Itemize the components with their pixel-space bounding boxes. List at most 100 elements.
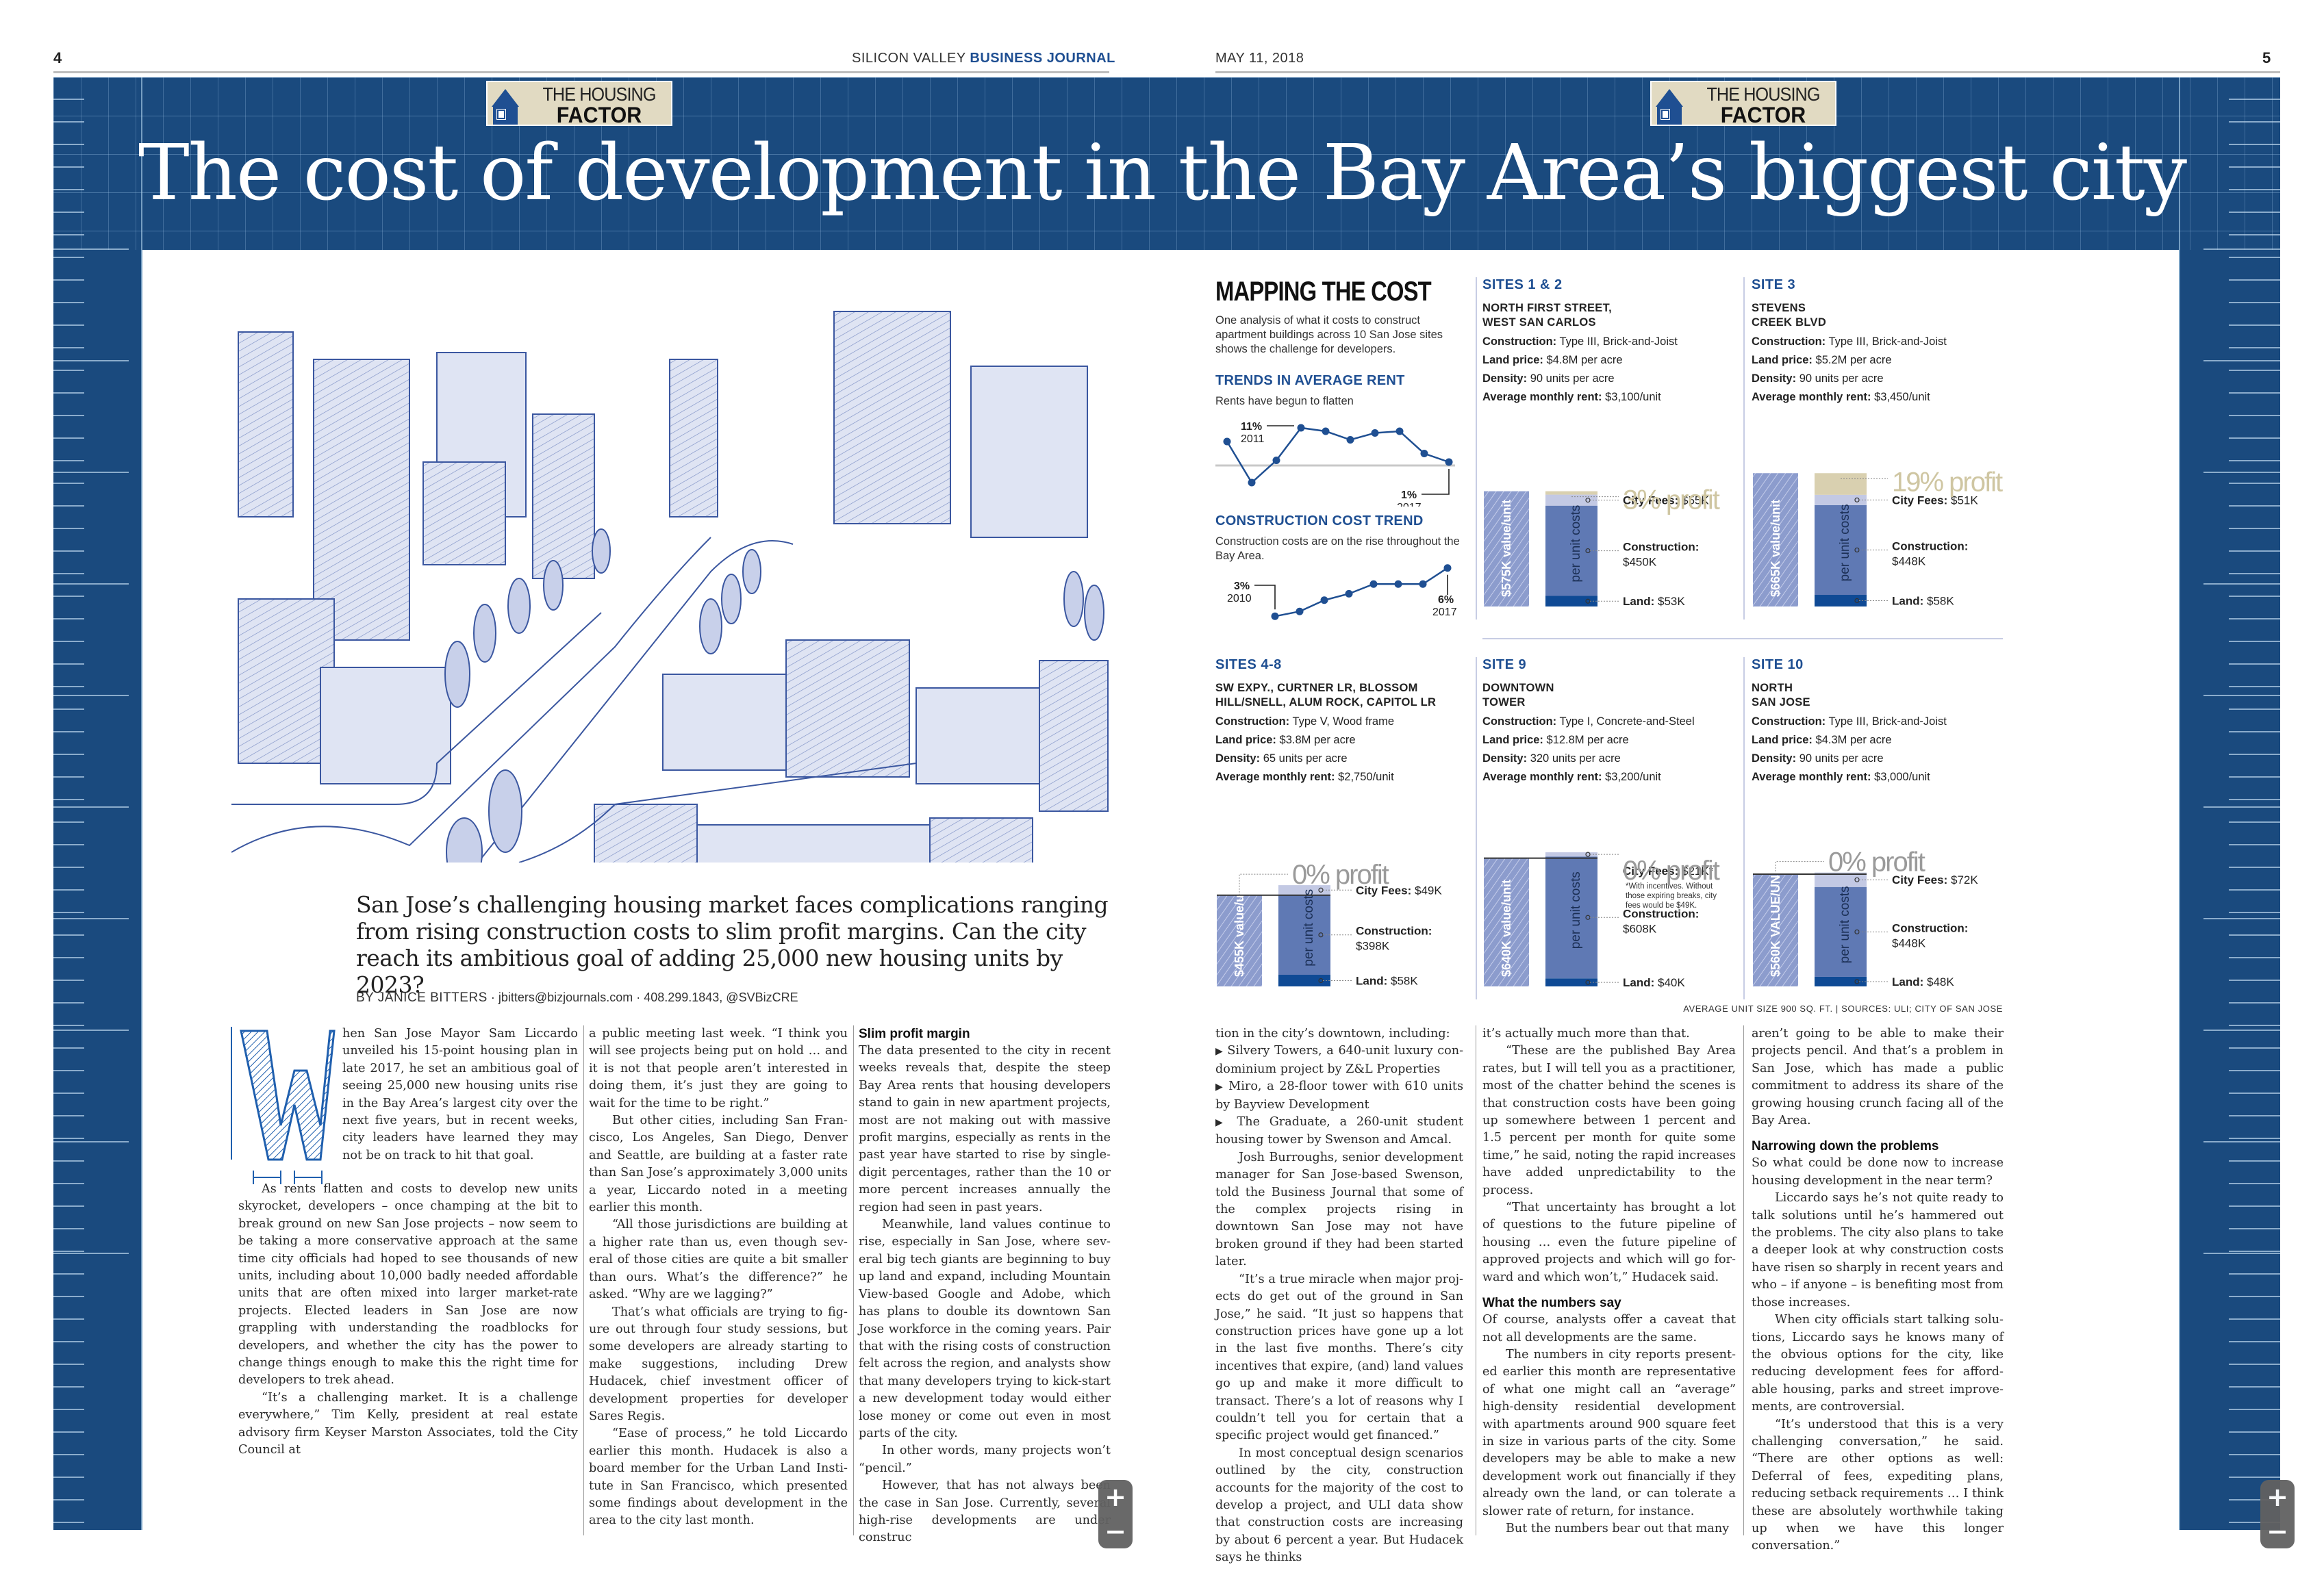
- land-cost-segment: [1815, 595, 1867, 606]
- land-label: Land: $58K: [1356, 975, 1418, 988]
- site-location-line: NORTH FIRST STREET,: [1482, 302, 1613, 314]
- paragraph: Josh Burroughs, senior development manag…: [1215, 1150, 1463, 1269]
- paragraph: In most conceptual design scenarios outl…: [1215, 1446, 1463, 1565]
- profit-leader: [1239, 873, 1288, 895]
- profit-label: 19% profit: [1892, 467, 2003, 497]
- trend-point: [1297, 424, 1305, 432]
- trend-line: [1274, 567, 1448, 617]
- site-location-line: WEST SAN CARLOS: [1482, 316, 1596, 329]
- trend-point: [1371, 429, 1379, 437]
- paragraph: The numbers in city reports present­ed e…: [1482, 1347, 1736, 1518]
- ruler-major-tick: [53, 248, 129, 250]
- site-density: Density: 320 units per acre: [1482, 752, 1621, 765]
- per-unit-costs-label: per unit costs: [1569, 871, 1583, 949]
- site-heading: SITE 3: [1752, 277, 1796, 292]
- trend-point: [1272, 457, 1280, 464]
- per-unit-costs-label: per unit costs: [1838, 886, 1852, 963]
- paragraph: However, that has not always been the ca…: [859, 1479, 1111, 1545]
- land-label: Land: $53K: [1623, 595, 1685, 608]
- site-rent: Average monthly rent: $3,100/unit: [1482, 391, 1661, 403]
- paragraph: As rents flatten and costs to develop ne…: [238, 1182, 578, 1388]
- ruler-major-tick: [2203, 1030, 2280, 1031]
- profit-leader: [1775, 861, 1824, 874]
- column-rule: [1743, 1025, 1744, 1535]
- ruler-major-tick: [2203, 806, 2280, 808]
- article-col-4: tion in the city’s downtown, including: …: [1215, 1025, 1463, 1567]
- trend-point: [1248, 478, 1256, 487]
- land-cost-segment: [1815, 976, 1867, 986]
- trend-point: [1271, 612, 1279, 620]
- column-rule: [583, 1025, 584, 1535]
- site-location-line: TOWER: [1482, 696, 1526, 708]
- paragraph: “It’s understood that this is a very cha…: [1752, 1417, 2004, 1553]
- site-location: NORTH SAN JOSE: [1752, 681, 2008, 710]
- paragraph: “All those jurisdictions are building at…: [589, 1218, 848, 1302]
- illustration-skyline: [238, 311, 1109, 863]
- site-heading: SITES 1 & 2: [1482, 277, 1563, 292]
- site-heading: SITE 10: [1752, 657, 1804, 672]
- per-unit-costs-label: per unit costs: [1838, 504, 1852, 581]
- sources-footer: AVERAGE UNIT SIZE 900 SQ. FT. | SOURCES:…: [1683, 1004, 2003, 1014]
- trend-point: [1345, 589, 1353, 598]
- site-panel: SITES 4-8 SW EXPY., CURTNER LR, BLOSSOM HI…: [1215, 657, 1472, 787]
- site-heading: SITE 9: [1482, 657, 1527, 672]
- trend-point: [1420, 450, 1428, 457]
- land-cost-segment: [1545, 978, 1597, 986]
- annotation-arrow: [1254, 585, 1276, 610]
- city-fees-segment: [1815, 872, 1867, 887]
- ruler-right: [2191, 77, 2280, 1530]
- infographic-divider: [1476, 277, 1477, 619]
- city-fees-label: City Fees: $49K: [1356, 884, 1442, 897]
- city-fees-label: City Fees: $51K: [1892, 494, 1978, 507]
- site-cost-chart: $455K value/unit per unit costs City Fees:…: [1217, 860, 1442, 988]
- construction-cost-segment: [1815, 886, 1867, 977]
- city-fees-footnote: fees would be $49K.: [1626, 902, 1697, 910]
- badge-line2: FACTOR: [556, 103, 642, 127]
- illustration-trees: [444, 528, 1104, 863]
- paragraph: “It’s a true miracle when major proj­ect…: [1215, 1272, 1463, 1443]
- column-rule: [853, 1025, 854, 1535]
- ruler-major-tick: [53, 1030, 129, 1031]
- header-rule-right: [1215, 71, 2280, 73]
- site-rent: Average monthly rent: $3,000/unit: [1752, 771, 1930, 783]
- site-location: NORTH FIRST STREET, WEST SAN CARLOS: [1482, 301, 1739, 330]
- construction-value: $398K: [1356, 940, 1390, 953]
- site-land-price: Land price: $4.8M per acre: [1482, 354, 1623, 366]
- ruler-major-tick: [53, 360, 129, 361]
- city-fees-segment: [1815, 494, 1867, 505]
- zoom-out-button[interactable]: −: [1104, 1516, 1126, 1546]
- trend-point: [1346, 436, 1354, 444]
- value-per-unit-label: $640K value/unit: [1500, 880, 1513, 977]
- site-construction-type: Construction: Type III, Brick-and-Joist: [1482, 335, 1678, 348]
- trend-point: [1445, 458, 1453, 466]
- site-location-line: SW EXPY., CURTNER LR, BLOSSOM: [1215, 682, 1418, 694]
- rent-annotation-value: 1%: [1401, 489, 1417, 501]
- site-heading: SITES 4-8: [1215, 657, 1282, 672]
- subhead-slim-profit-margin: Slim profit margin: [859, 1027, 970, 1041]
- site-location-line: STEVENS: [1752, 302, 1806, 314]
- zoom-control-left: + −: [1098, 1480, 1133, 1548]
- construction-trend-subtitle: Construction costs are on the rise throu…: [1215, 535, 1460, 562]
- value-per-unit-label: $455K value/unit: [1233, 880, 1246, 977]
- site-location-line: NORTH: [1752, 682, 1793, 694]
- ruler-major-tick: [53, 1141, 129, 1142]
- left-page-number: 4: [53, 49, 62, 66]
- trend-point: [1223, 437, 1231, 446]
- illustration-roads: [231, 537, 917, 863]
- zoom-in-button[interactable]: +: [2266, 1482, 2288, 1512]
- profit-label: 0% profit: [1623, 856, 1720, 886]
- article-col-3: Slim profit margin The data presented to…: [859, 1025, 1111, 1547]
- construction-value: $448K: [1892, 554, 1926, 567]
- site-panel: SITE 10 NORTH SAN JOSE Construction: Type I…: [1752, 657, 2008, 787]
- trend-point: [1296, 607, 1304, 615]
- zoom-out-button[interactable]: −: [2266, 1516, 2288, 1546]
- rent-trend-subtitle: Rents have begun to flatten: [1215, 395, 1354, 407]
- site-cost-chart: $665K value/unit per unit costs City Fees:…: [1753, 467, 2004, 608]
- site-panel: SITES 1 & 2 NORTH FIRST STREET, WEST SAN C…: [1482, 277, 1739, 407]
- zoom-in-button[interactable]: +: [1104, 1482, 1126, 1512]
- paragraph: The data presented to the city in recent…: [859, 1044, 1111, 1214]
- city-sketch-illustration: [231, 311, 1109, 863]
- rent-annotation-year: 2017: [1397, 502, 1422, 507]
- subhead-what-the-numbers-say: What the numbers say: [1482, 1296, 1621, 1311]
- construction-cost-segment: [1545, 505, 1597, 596]
